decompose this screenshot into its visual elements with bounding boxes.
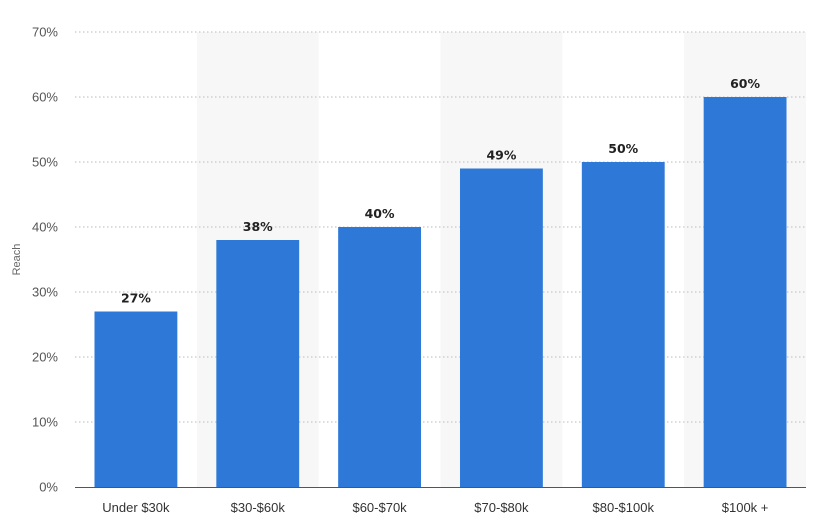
data-label: 40% (365, 206, 395, 221)
x-tick-label: $70-$80k (474, 500, 529, 515)
data-label: 38% (243, 219, 273, 234)
y-tick-label: 0% (39, 480, 58, 495)
y-tick-label: 60% (32, 90, 58, 105)
data-label: 50% (608, 141, 638, 156)
y-tick-label: 70% (32, 25, 58, 40)
bars (94, 97, 787, 487)
y-axis-ticks: 0% 10% 20% 30% 40% 50% 60% 70% (32, 25, 58, 495)
bar-2 (338, 227, 422, 487)
y-tick-label: 30% (32, 285, 58, 300)
bar-5 (703, 97, 787, 487)
bar-1 (216, 240, 300, 487)
x-tick-label: Under $30k (102, 500, 170, 515)
data-label: 27% (121, 291, 151, 306)
data-label: 60% (730, 76, 760, 91)
x-tick-label: $80-$100k (593, 500, 655, 515)
x-axis-ticks: Under $30k $30-$60k $60-$70k $70-$80k $80-$1… (102, 500, 768, 515)
y-tick-label: 10% (32, 415, 58, 430)
gridlines (75, 31, 806, 423)
y-axis-title: Reach (11, 244, 23, 276)
bar-0 (94, 311, 178, 487)
data-label: 49% (486, 148, 516, 163)
bar-4 (581, 162, 665, 487)
x-tick-label: $30-$60k (231, 500, 286, 515)
x-tick-label: $60-$70k (352, 500, 407, 515)
y-tick-label: 40% (32, 220, 58, 235)
y-tick-label: 20% (32, 350, 58, 365)
y-tick-label: 50% (32, 155, 58, 170)
x-tick-label: $100k + (722, 500, 769, 515)
bar-3 (459, 168, 543, 487)
data-labels: 27% 38% 40% 49% 50% 60% (121, 76, 761, 306)
